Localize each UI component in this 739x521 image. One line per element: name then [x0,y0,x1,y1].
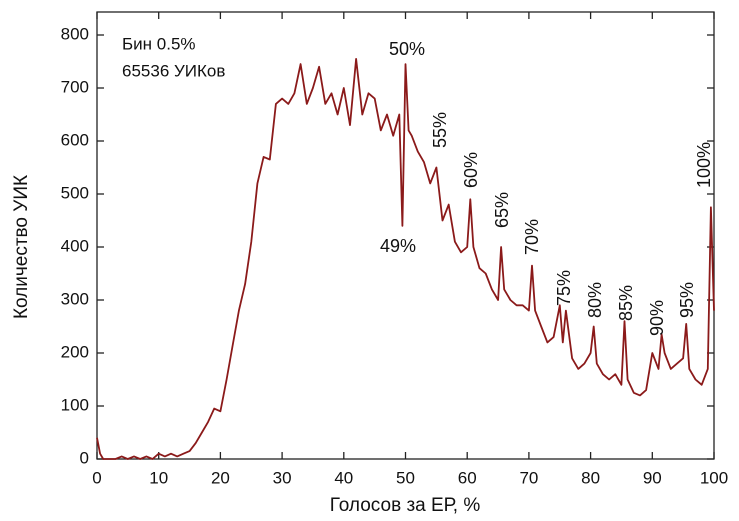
x-tick-label: 80 [581,468,600,487]
x-tick-label: 60 [458,468,477,487]
y-tick-label: 500 [61,183,89,202]
x-tick-label: 20 [211,468,230,487]
annotation: 60% [461,152,481,188]
annotation: 80% [585,282,605,318]
y-tick-label: 300 [61,289,89,308]
y-axis-label: Количество УИК [11,175,32,319]
y-tick-label: 600 [61,130,89,149]
x-axis-label: Голосов за ЕР, % [330,495,481,516]
annotation: 85% [616,285,636,321]
x-tick-label: 100 [700,468,728,487]
x-tick-label: 50 [396,468,415,487]
x-tick-label: 70 [519,468,538,487]
annotation: 55% [430,112,450,148]
y-tick-label: 200 [61,342,89,361]
annotation: 50% [389,39,425,59]
annotation: 65% [492,192,512,228]
x-tick-label: 40 [334,468,353,487]
data-line [96,58,715,460]
x-tick-label: 10 [149,468,168,487]
y-tick-label: 0 [80,448,89,467]
annotation: 95% [677,282,697,318]
note: Бин 0.5% [122,34,196,53]
annotation: 70% [522,219,542,255]
y-tick-label: 800 [61,24,89,43]
annotation: 90% [647,300,667,336]
x-tick-label: 90 [643,468,662,487]
y-tick-label: 100 [61,395,89,414]
annotation: 75% [554,270,574,306]
y-tick-label: 700 [61,77,89,96]
y-tick-label: 400 [61,236,89,255]
x-tick-label: 30 [273,468,292,487]
x-tick-label: 0 [92,468,101,487]
annotation: 49% [380,236,416,256]
note: 65536 УИКов [122,61,225,80]
annotation: 100% [694,142,714,188]
